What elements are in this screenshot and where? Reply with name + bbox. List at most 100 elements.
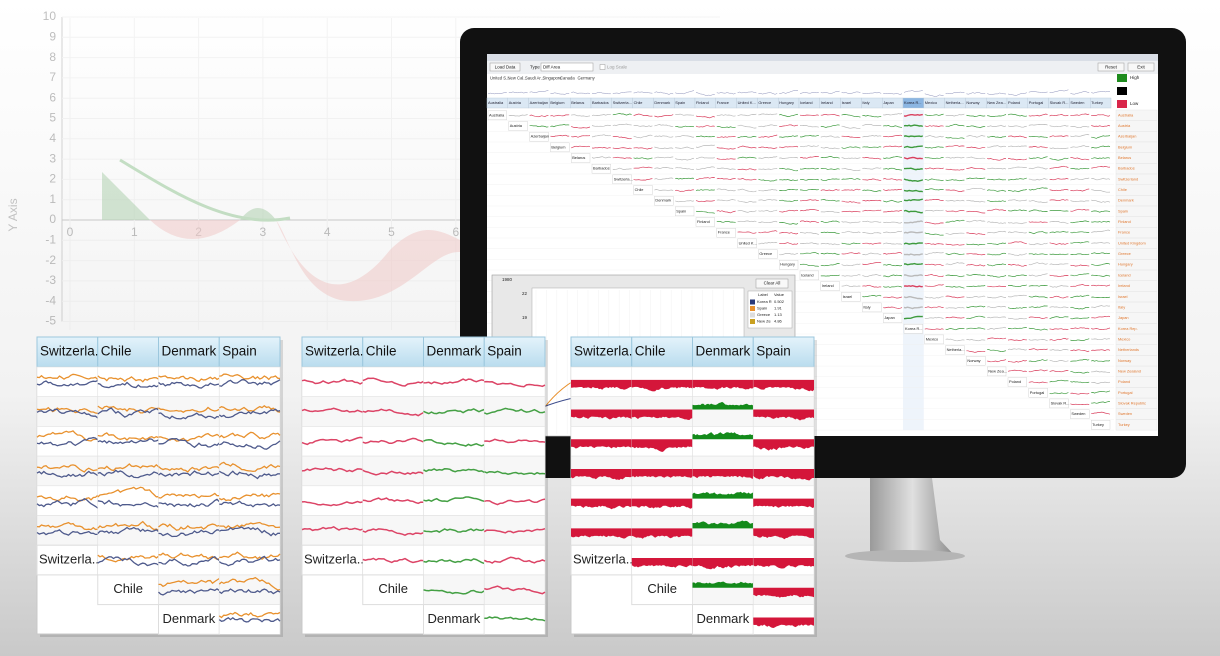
cell-sparkline xyxy=(1070,264,1090,267)
cell-sparkline xyxy=(716,114,736,117)
column-header-label: Switzerla... xyxy=(613,100,632,105)
country-list-label: Korea Rep. xyxy=(1118,326,1138,331)
button[interactable] xyxy=(489,62,521,72)
cell-sparkline xyxy=(841,114,861,118)
cell-sparkline xyxy=(737,168,757,171)
sparkline xyxy=(36,406,98,414)
cell-sparkline xyxy=(903,198,923,202)
sparkline xyxy=(158,465,220,473)
sparkline xyxy=(423,558,485,565)
y-tick-label: 6 xyxy=(49,90,56,104)
cell-sparkline xyxy=(987,221,1007,224)
sparkline xyxy=(423,438,485,447)
overview-sparkline xyxy=(1070,91,1090,95)
cell-sparkline xyxy=(1028,135,1048,138)
overview-sparkline xyxy=(529,90,549,93)
cell-sparkline xyxy=(591,134,611,138)
panel-header[interactable] xyxy=(158,336,220,368)
sparkline xyxy=(483,556,546,564)
cell-sparkline xyxy=(758,178,778,182)
overview-sparkline xyxy=(508,91,528,94)
selected-country: United S... xyxy=(490,76,510,81)
table-value: 1.13 xyxy=(774,312,783,317)
clear-button[interactable] xyxy=(755,278,789,289)
diff-area xyxy=(753,409,814,421)
sparkline xyxy=(301,407,364,413)
country-list-item[interactable] xyxy=(1115,419,1158,431)
cell-sparkline xyxy=(758,124,778,128)
cell-sparkline xyxy=(758,199,778,201)
panel-header[interactable] xyxy=(483,336,546,368)
diff-area xyxy=(631,439,693,452)
cell-sparkline xyxy=(1049,338,1069,341)
sparkline xyxy=(158,552,220,560)
button[interactable] xyxy=(1127,62,1155,72)
cell-sparkline xyxy=(1049,165,1069,170)
cell-sparkline xyxy=(1091,210,1111,213)
column-header-label: Ireland xyxy=(821,100,833,105)
diagonal-label: Switzerla... xyxy=(573,551,637,566)
sparkline xyxy=(362,528,424,537)
cell-sparkline xyxy=(862,220,882,223)
cell-sparkline xyxy=(883,274,903,278)
sparkline xyxy=(218,588,281,595)
column-header[interactable] xyxy=(1089,97,1112,109)
column-header-label: Australia xyxy=(488,100,504,105)
column-header-label: Barbados xyxy=(592,100,609,105)
cell-sparkline xyxy=(903,284,923,288)
panel-header[interactable] xyxy=(752,336,815,368)
cell-sparkline xyxy=(737,124,757,129)
panel-header[interactable] xyxy=(301,336,364,368)
cell-sparkline xyxy=(841,252,861,255)
diagonal-label: Belgium xyxy=(551,144,565,149)
type-select[interactable] xyxy=(540,62,594,72)
cell-sparkline xyxy=(779,167,799,172)
diagonal-cell xyxy=(692,604,754,635)
panel-header[interactable] xyxy=(692,336,754,368)
cell-sparkline xyxy=(779,252,799,256)
cell-sparkline xyxy=(591,146,611,149)
cell-sparkline xyxy=(966,264,986,267)
cell-sparkline xyxy=(612,135,632,140)
cell-sparkline xyxy=(779,209,799,213)
cell-sparkline xyxy=(987,316,1007,319)
diagonal-cell xyxy=(508,121,528,131)
overview-sparkline xyxy=(1049,89,1069,93)
y-tick-label: -3 xyxy=(45,273,56,287)
diagonal-cell xyxy=(966,356,986,366)
button[interactable] xyxy=(1097,62,1125,72)
diagonal-cell xyxy=(654,195,674,206)
cell-sparkline xyxy=(1091,221,1111,223)
cell-sparkline xyxy=(945,156,965,159)
cell-sparkline xyxy=(1070,157,1090,161)
column-header-label: Chile xyxy=(634,100,643,105)
cell-sparkline xyxy=(987,124,1007,127)
sparkline xyxy=(36,373,99,381)
y-tick-label: -2 xyxy=(45,253,56,267)
diagonal-label: Portugal xyxy=(1030,390,1045,395)
log-scale-checkbox[interactable] xyxy=(599,64,606,70)
cell-sparkline xyxy=(508,114,528,117)
cell-sparkline xyxy=(841,188,861,191)
table-header: Value xyxy=(774,292,785,297)
country-list-label: Belgium xyxy=(1118,144,1132,149)
cell-sparkline xyxy=(945,144,965,148)
cell-sparkline xyxy=(904,167,923,171)
panel-header[interactable] xyxy=(218,336,281,368)
cell-sparkline xyxy=(737,209,757,213)
y-tick-label: 0 xyxy=(49,212,56,226)
cell-sparkline xyxy=(675,189,695,192)
cell-sparkline xyxy=(799,167,819,170)
cell-sparkline xyxy=(883,134,903,138)
column-header-label: Poland xyxy=(1008,100,1020,105)
cell-sparkline xyxy=(1091,177,1111,181)
cell-sparkline xyxy=(841,125,861,130)
panel-header[interactable] xyxy=(570,336,633,368)
country-list-label: Belarus xyxy=(1118,155,1131,160)
cell-sparkline xyxy=(862,209,882,212)
dialog-y-tick: 22 xyxy=(522,291,528,296)
cell-sparkline xyxy=(924,146,944,149)
cell-sparkline xyxy=(1049,178,1069,181)
sparkline xyxy=(36,436,99,447)
country-list-label: Spain xyxy=(1118,208,1128,213)
